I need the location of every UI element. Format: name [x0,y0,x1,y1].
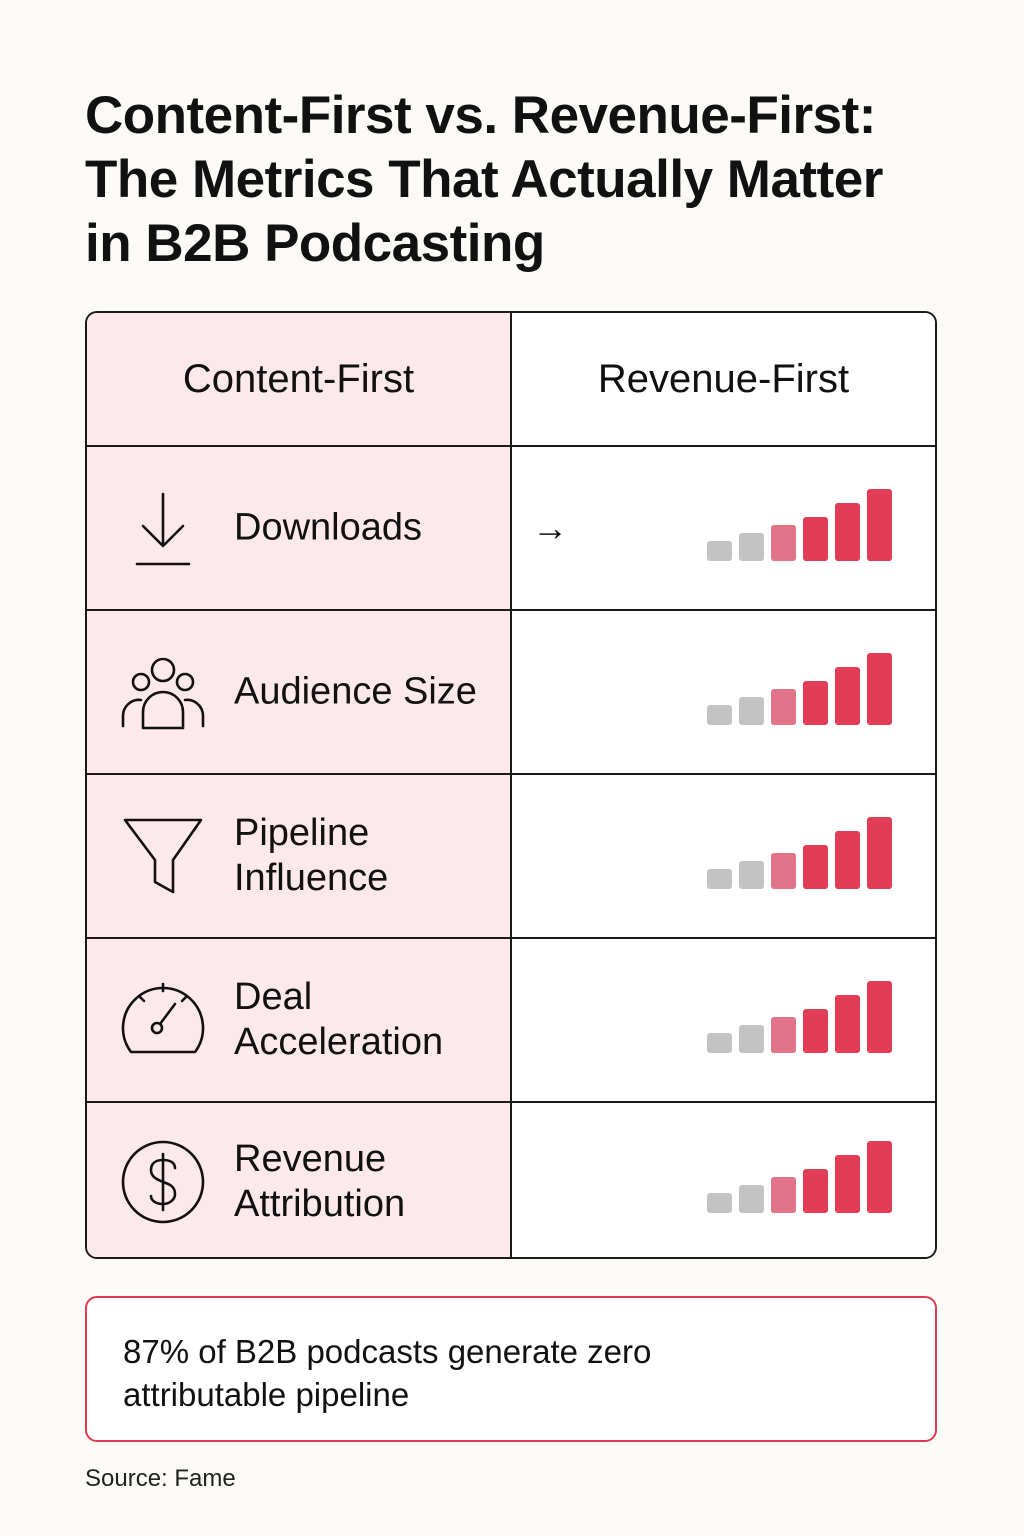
title-line: in B2B Podcasting [85,214,545,273]
signal-bar [739,697,764,725]
signal-bar [739,533,764,561]
column-header-content-first: Content-First [87,313,512,445]
signal-bar [867,489,892,561]
signal-bar [835,667,860,725]
signal-bar [835,995,860,1053]
comparison-table: Content-First Revenue-First Downloads → [85,311,937,1259]
dollar-icon [121,1140,205,1224]
stat-callout-line: 87% of B2B podcasts generate zero [123,1333,652,1370]
signal-cell: → [512,447,935,609]
signal-bar [867,653,892,725]
signal-bar [803,1009,828,1053]
stat-callout-line: attributable pipeline [123,1376,410,1413]
signal-bar [771,853,796,889]
signal-bar [835,1155,860,1213]
signal-bars [707,1141,892,1213]
signal-bars [707,981,892,1053]
signal-bar [739,1025,764,1053]
metric-label: Pipeline Influence [234,811,504,901]
arrow-right-icon: → [532,507,568,548]
signal-bar [803,1169,828,1213]
signal-bar [707,1193,732,1213]
source-note: Source: Fame [85,1465,236,1492]
metric-cell: Audience Size [87,611,512,773]
stat-callout-text: 87% of B2B podcasts generate zero attrib… [123,1330,843,1416]
signal-bar [707,1033,732,1053]
signal-bar [835,831,860,889]
audience-icon [121,657,205,730]
metric-label: Audience Size [234,670,504,715]
metric-label-line: Pipeline [234,812,370,854]
signal-bar [771,689,796,725]
signal-bars [707,653,892,725]
table-header-row: Content-First Revenue-First [87,313,935,447]
signal-cell [512,939,935,1101]
stat-callout: 87% of B2B podcasts generate zero attrib… [85,1296,937,1442]
metric-label-line: Attribution [234,1183,406,1225]
signal-bar [803,517,828,561]
metric-cell: Revenue Attribution [87,1103,512,1257]
metric-label: Deal Acceleration [234,975,504,1065]
signal-cell [512,611,935,773]
metric-label-line: Influence [234,857,389,899]
signal-bar [835,503,860,561]
metric-cell: Pipeline Influence [87,775,512,937]
signal-bar [771,525,796,561]
table-row: Deal Acceleration [87,939,935,1103]
signal-cell [512,1103,935,1257]
signal-bar [771,1177,796,1213]
table-row: Pipeline Influence [87,775,935,939]
metric-cell: Downloads [87,447,512,609]
table-row: Audience Size [87,611,935,775]
metric-label-line: Audience Size [234,670,477,713]
signal-bar [867,817,892,889]
table-row: Revenue Attribution [87,1103,935,1257]
funnel-icon [123,818,203,894]
signal-bar [707,541,732,561]
signal-bar [803,681,828,725]
signal-bar [707,705,732,725]
metric-label-line: Deal [234,976,313,1018]
download-icon [135,492,191,566]
signal-bar [803,845,828,889]
metric-label-line: Revenue [234,1138,387,1180]
signal-bar [867,981,892,1053]
signal-bar [707,869,732,889]
signal-cell [512,775,935,937]
signal-bars [707,489,892,561]
metric-label: Revenue Attribution [234,1137,504,1227]
metric-cell: Deal Acceleration [87,939,512,1101]
metric-label: Downloads [234,506,504,551]
page-title: Content-First vs. Revenue-First: The Met… [85,84,965,276]
metric-label-line: Downloads [234,506,422,549]
signal-bar [739,1185,764,1213]
title-line: Content-First vs. Revenue-First: [85,86,876,145]
table-row: Downloads → [87,447,935,611]
column-header-revenue-first: Revenue-First [512,313,935,445]
metric-label-line: Acceleration [234,1021,444,1063]
signal-bar [867,1141,892,1213]
signal-bar [771,1017,796,1053]
speedometer-icon [121,982,205,1054]
title-line: The Metrics That Actually Matter [85,150,883,209]
signal-bars [707,817,892,889]
signal-bar [739,861,764,889]
